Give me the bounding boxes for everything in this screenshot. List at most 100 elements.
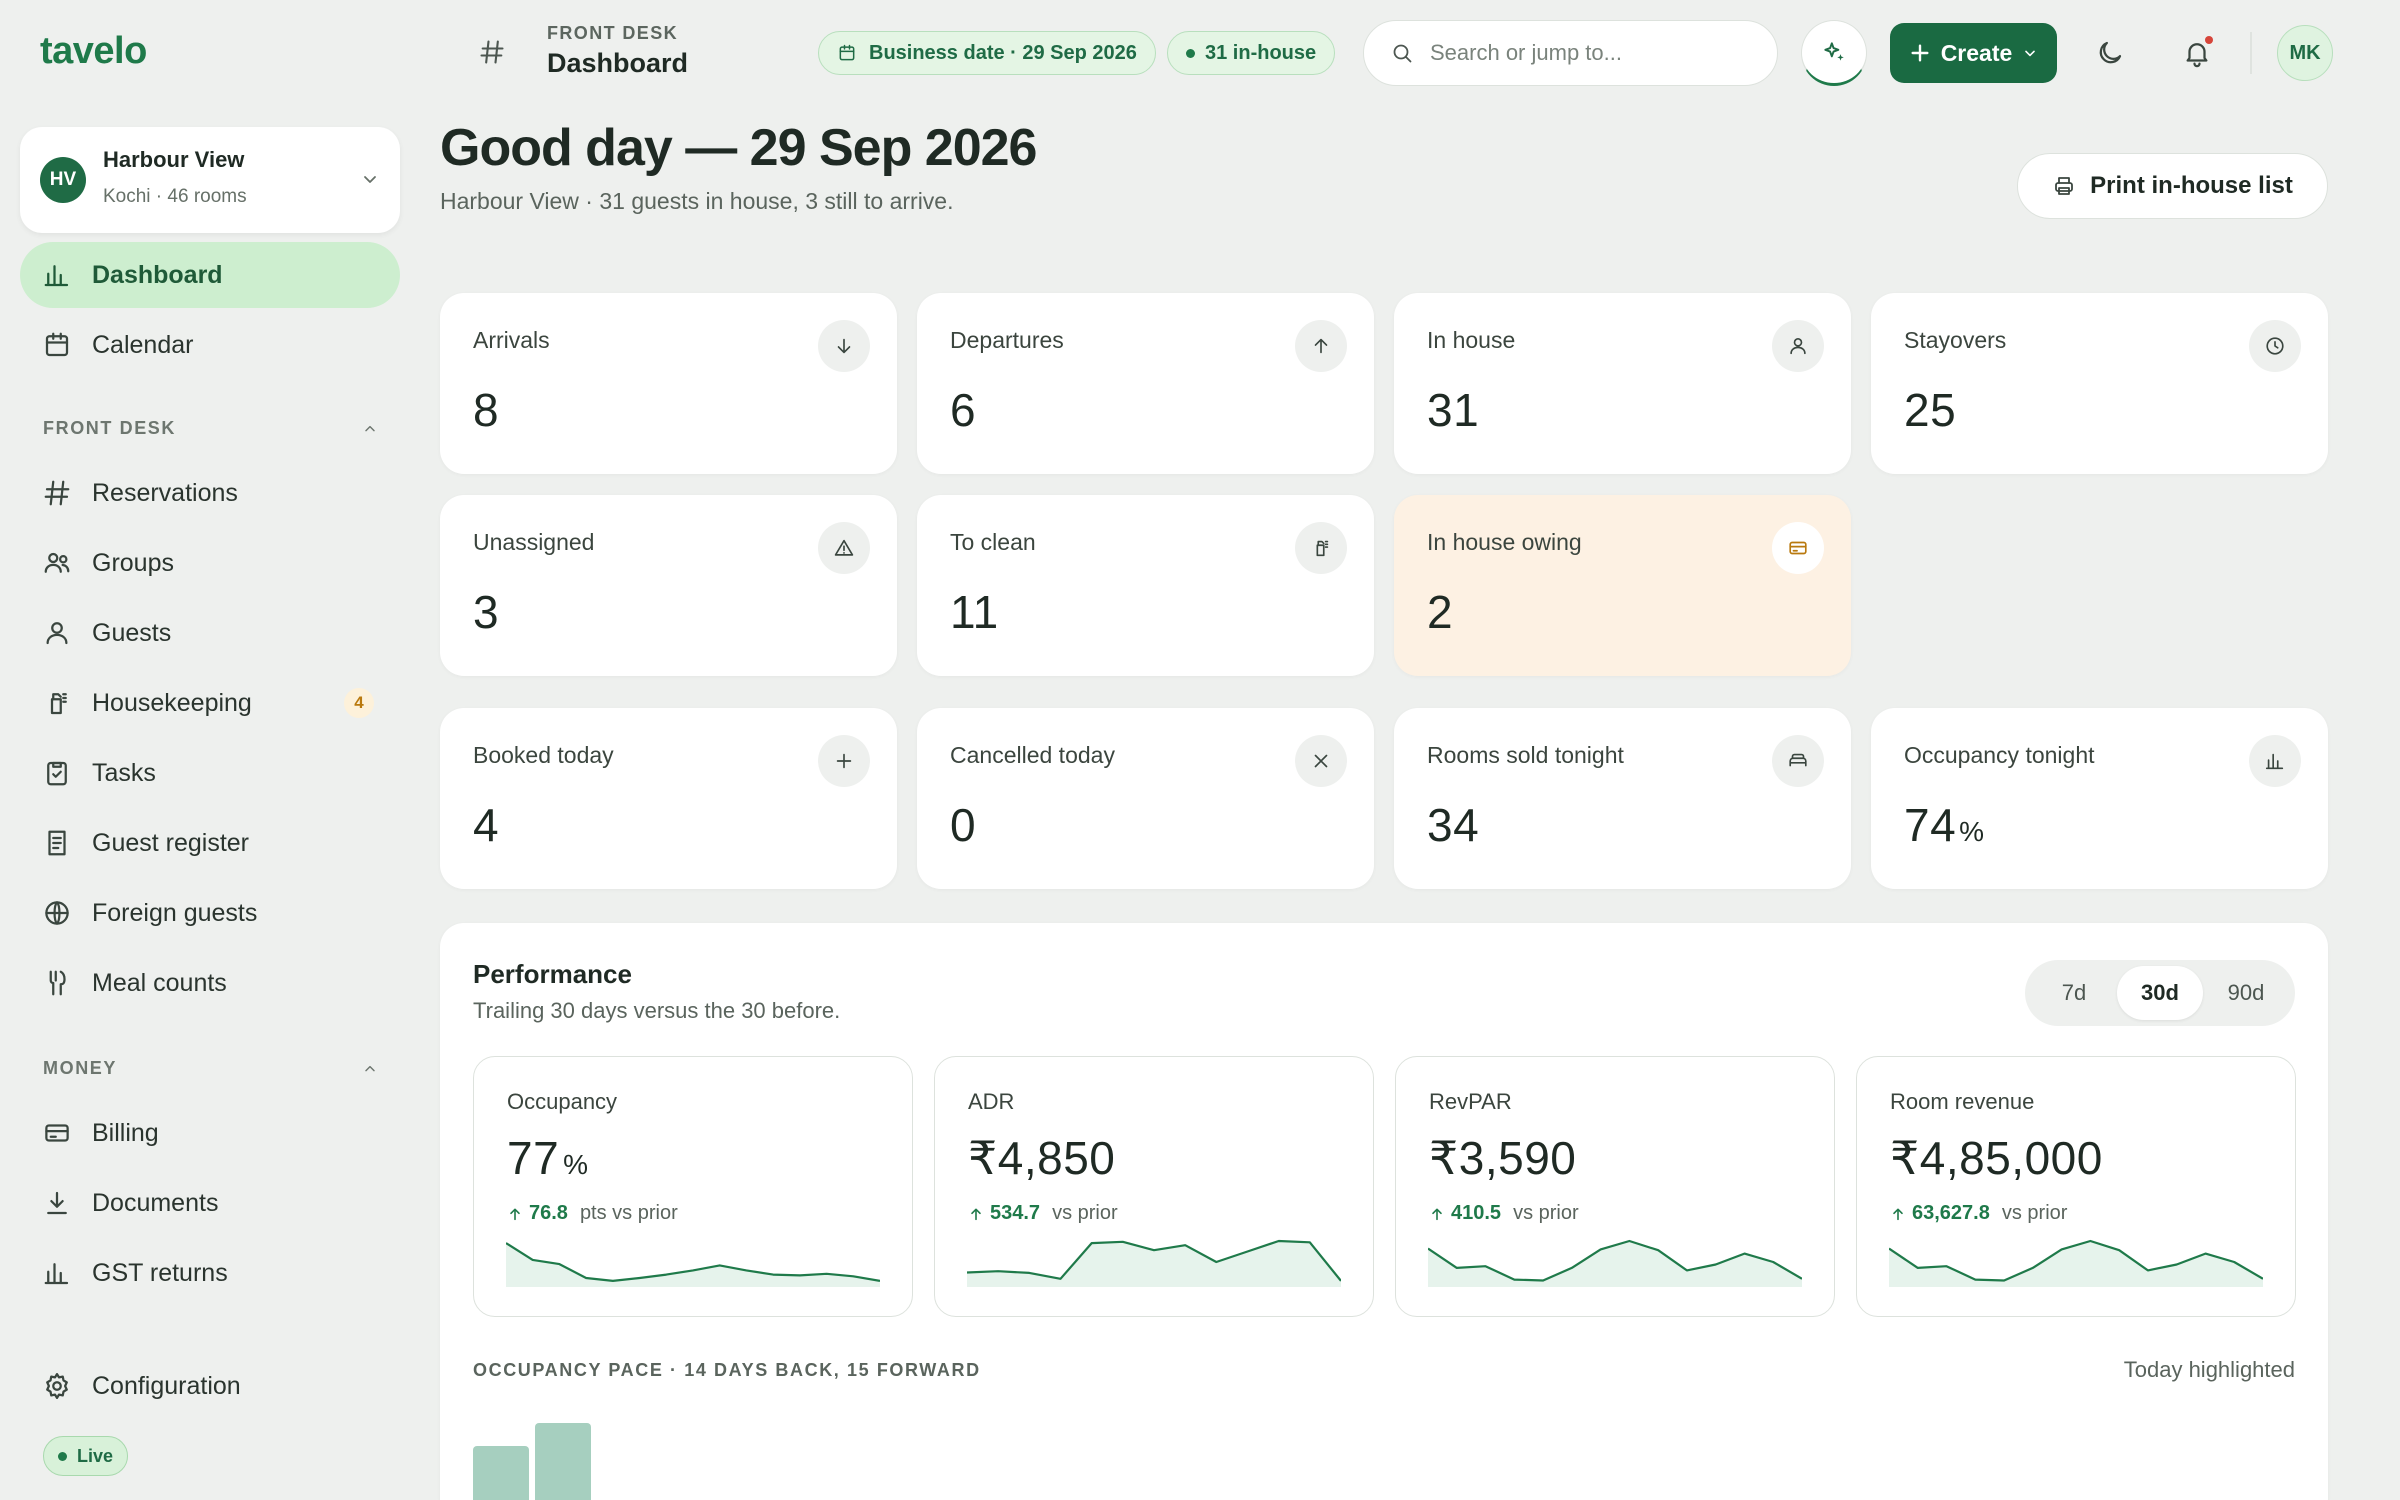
kpi-card-revpar[interactable]: RevPAR ₹3,590 410.5 vs prior bbox=[1395, 1056, 1835, 1317]
sidebar-item-reservations[interactable]: Reservations bbox=[20, 460, 400, 526]
stat-unit: % bbox=[1959, 816, 1985, 847]
sidebar-item-label: Tasks bbox=[92, 758, 156, 787]
stat-number: 8 bbox=[473, 384, 500, 436]
hash-icon bbox=[480, 40, 504, 64]
stat-label: Unassigned bbox=[473, 529, 595, 555]
business-date-pill[interactable]: Business date · 29 Sep 2026 bbox=[818, 31, 1156, 75]
stat-number: 6 bbox=[950, 384, 977, 436]
app-logo[interactable]: tavelo bbox=[40, 30, 147, 72]
stat-number: 25 bbox=[1904, 384, 1957, 436]
stat-card-in-house[interactable]: In house 31 bbox=[1394, 293, 1851, 474]
kpi-number: ₹4,85,000 bbox=[1890, 1132, 2103, 1184]
inhouse-pill-label: 31 in-house bbox=[1205, 41, 1317, 64]
chevron-up-icon bbox=[365, 425, 375, 431]
user-avatar[interactable]: MK bbox=[2277, 25, 2333, 81]
stat-label: Stayovers bbox=[1904, 327, 2007, 353]
sidebar-item-label: Guest register bbox=[92, 828, 250, 857]
stat-card-booked-today[interactable]: Booked today 4 bbox=[440, 708, 897, 889]
sidebar-section-money[interactable]: MONEY bbox=[43, 1058, 378, 1079]
sidebar-item-meal-counts[interactable]: Meal counts bbox=[20, 950, 400, 1016]
sparkline-line bbox=[506, 1242, 880, 1282]
range-option-30d[interactable]: 30d bbox=[2117, 966, 2203, 1020]
create-button[interactable]: Create bbox=[1890, 23, 2057, 83]
notification-dot bbox=[2205, 36, 2213, 44]
sidebar-item-housekeeping[interactable]: Housekeeping 4 bbox=[20, 670, 400, 736]
search-input[interactable] bbox=[1430, 40, 1750, 66]
kpi-sparkline bbox=[506, 1242, 880, 1287]
kpi-number: 77 bbox=[507, 1132, 560, 1184]
notifications-button[interactable] bbox=[2179, 35, 2215, 71]
sidebar-item-label: Foreign guests bbox=[92, 898, 258, 927]
kpi-delta-suffix: pts vs prior bbox=[579, 1202, 678, 1224]
stat-icon-badge bbox=[1772, 735, 1824, 787]
stat-card-unassigned[interactable]: Unassigned 3 bbox=[440, 495, 897, 676]
stat-number: 4 bbox=[473, 799, 500, 851]
kpi-value: ₹3,590 bbox=[1429, 1131, 1576, 1185]
stat-value: 34 bbox=[1427, 798, 1479, 852]
range-option-7d[interactable]: 7d bbox=[2061, 980, 2087, 1005]
kpi-delta-value: 76.8 bbox=[507, 1202, 568, 1225]
user-icon bbox=[1790, 338, 1806, 355]
sidebar-item-gst-returns[interactable]: GST returns bbox=[20, 1240, 400, 1306]
stat-value: 8 bbox=[473, 383, 499, 437]
page-subtitle: Harbour View · 31 guests in house, 3 sti… bbox=[440, 188, 954, 214]
moon-icon bbox=[2099, 41, 2122, 64]
kpi-label: Occupancy bbox=[507, 1089, 618, 1114]
status-dot bbox=[58, 1451, 67, 1461]
stat-card-rooms-sold-tonight[interactable]: Rooms sold tonight 34 bbox=[1394, 708, 1851, 889]
kpi-delta-suffix: vs prior bbox=[2001, 1202, 2068, 1224]
stat-number: 74 bbox=[1904, 799, 1957, 851]
stat-card-arrivals[interactable]: Arrivals 8 bbox=[440, 293, 897, 474]
globe-icon bbox=[45, 901, 69, 925]
kpi-delta-number: 63,627.8 bbox=[1912, 1202, 1990, 1224]
arrow-up-icon bbox=[971, 1208, 981, 1220]
clock-icon bbox=[2266, 337, 2284, 355]
ai-assistant-button[interactable] bbox=[1801, 20, 1867, 86]
stat-card-to-clean[interactable]: To clean 11 bbox=[917, 495, 1374, 676]
kpi-delta-suffix: vs prior bbox=[1513, 1202, 1579, 1224]
stat-card-stayovers[interactable]: Stayovers 25 bbox=[1871, 293, 2328, 474]
theme-toggle-button[interactable] bbox=[2092, 35, 2128, 71]
kpi-card-adr[interactable]: ADR ₹4,850 534.7 vs prior bbox=[934, 1056, 1374, 1317]
stat-icon-badge bbox=[818, 320, 870, 372]
kpi-card-room-revenue[interactable]: Room revenue ₹4,85,000 63,627.8 vs prior bbox=[1856, 1056, 2296, 1317]
sidebar-item-billing[interactable]: Billing bbox=[20, 1100, 400, 1166]
stat-card-occupancy-tonight[interactable]: Occupancy tonight 74% bbox=[1871, 708, 2328, 889]
sidebar-item-label: Billing bbox=[92, 1118, 159, 1147]
range-option-90d[interactable]: 90d bbox=[2227, 980, 2265, 1005]
property-switcher[interactable]: HV Harbour View Kochi · 46 rooms bbox=[20, 127, 400, 233]
create-label: Create bbox=[1940, 39, 2013, 66]
sidebar-item-dashboard[interactable]: Dashboard bbox=[20, 242, 400, 308]
sidebar-item-configuration[interactable]: Configuration bbox=[20, 1353, 400, 1419]
print-inhouse-button[interactable]: Print in-house list bbox=[2017, 153, 2328, 219]
page-title: Good day — 29 Sep 2026 bbox=[440, 119, 1037, 177]
stat-number: 0 bbox=[950, 799, 977, 851]
sidebar-item-label: Guests bbox=[92, 618, 172, 647]
business-date-label: Business date · 29 Sep 2026 bbox=[869, 41, 1137, 64]
stat-number: 31 bbox=[1427, 384, 1480, 436]
sidebar-item-tasks[interactable]: Tasks bbox=[20, 740, 400, 806]
stat-card-departures[interactable]: Departures 6 bbox=[917, 293, 1374, 474]
pace-bar[interactable] bbox=[535, 1423, 591, 1500]
chevron-down-icon bbox=[364, 176, 376, 183]
stat-card-in-house-owing[interactable]: In house owing 2 bbox=[1394, 495, 1851, 676]
pace-bar[interactable] bbox=[473, 1446, 529, 1500]
sidebar-item-groups[interactable]: Groups bbox=[20, 530, 400, 596]
property-avatar: HV bbox=[40, 157, 86, 203]
kpi-delta: 534.7 vs prior bbox=[968, 1202, 1118, 1225]
inhouse-pill[interactable]: 31 in-house bbox=[1167, 31, 1336, 75]
search-bar[interactable] bbox=[1363, 20, 1778, 86]
sidebar-item-calendar[interactable]: Calendar bbox=[20, 312, 400, 378]
sidebar-section-front-desk[interactable]: FRONT DESK bbox=[43, 418, 378, 439]
kpi-sparkline bbox=[967, 1239, 1341, 1287]
sidebar-item-documents[interactable]: Documents bbox=[20, 1170, 400, 1236]
kpi-card-occupancy[interactable]: Occupancy 77% 76.8 pts vs prior bbox=[473, 1056, 913, 1317]
stat-number: 34 bbox=[1427, 799, 1480, 851]
sidebar-item-guest-register[interactable]: Guest register bbox=[20, 810, 400, 876]
sidebar-item-guests[interactable]: Guests bbox=[20, 600, 400, 666]
kpi-delta-value: 410.5 bbox=[1429, 1202, 1501, 1225]
stat-card-cancelled-today[interactable]: Cancelled today 0 bbox=[917, 708, 1374, 889]
stat-icon-badge bbox=[818, 522, 870, 574]
sidebar-item-foreign-guests[interactable]: Foreign guests bbox=[20, 880, 400, 946]
stat-label: Occupancy tonight bbox=[1904, 742, 2095, 768]
